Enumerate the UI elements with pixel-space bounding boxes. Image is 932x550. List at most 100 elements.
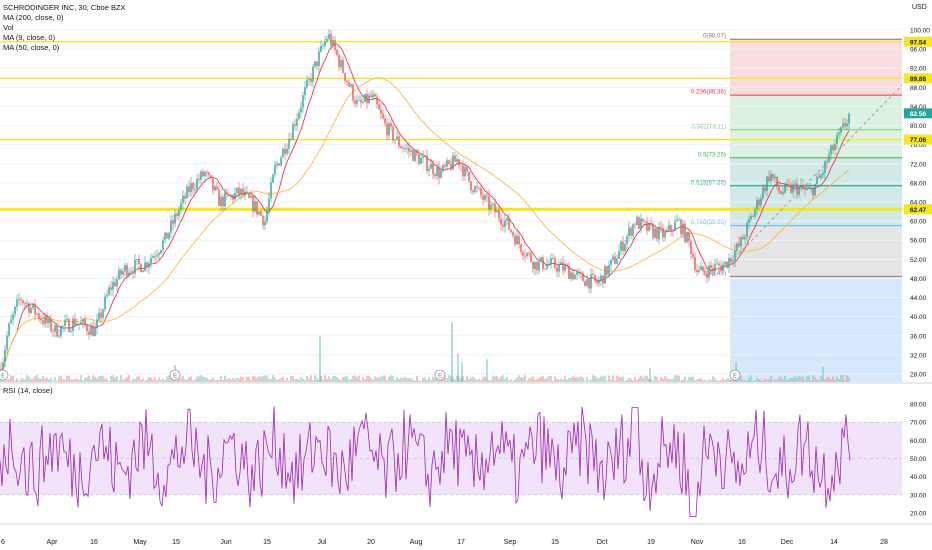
- volume-bar: [430, 380, 432, 382]
- candle-body: [132, 271, 134, 274]
- volume-bar: [452, 377, 454, 382]
- candle-body: [724, 261, 726, 265]
- candle-body: [554, 258, 556, 268]
- volume-bar: [574, 377, 576, 382]
- candle-body: [374, 94, 376, 97]
- candle-body: [434, 174, 436, 177]
- volume-bar: [774, 379, 776, 382]
- ma50-legend[interactable]: MA (50, close, 0): [3, 43, 60, 52]
- volume-bar: [56, 380, 58, 382]
- volume-bar: [666, 377, 668, 382]
- candle-body: [330, 34, 332, 46]
- candle-body: [838, 132, 840, 135]
- candle-body: [496, 210, 498, 213]
- candle-body: [620, 241, 622, 251]
- volume-bar: [692, 376, 694, 382]
- volume-bar: [332, 375, 334, 382]
- volume-bar: [30, 378, 32, 382]
- candle-body: [444, 164, 446, 167]
- candle-body: [120, 269, 122, 275]
- volume-bar: [330, 379, 332, 382]
- candle-body: [100, 312, 102, 318]
- volume-bar: [178, 378, 180, 382]
- volume-bar: [402, 377, 404, 382]
- volume-bar: [128, 375, 130, 382]
- candle-body: [380, 109, 382, 114]
- volume-bar: [112, 375, 114, 382]
- volume-bar: [834, 379, 836, 382]
- volume-bar: [780, 376, 782, 382]
- candle-body: [296, 118, 298, 126]
- ma200-legend[interactable]: MA (200, close, 0): [3, 13, 64, 22]
- candle-body: [664, 231, 666, 238]
- volume-bar: [552, 380, 554, 382]
- volume-bar: [100, 375, 102, 382]
- candle-body: [28, 303, 30, 313]
- candle-body: [668, 225, 670, 231]
- volume-bar: [292, 376, 294, 382]
- currency-label[interactable]: USD: [912, 4, 927, 11]
- level-tag-text: 62.47: [910, 207, 927, 214]
- volume-bar: [204, 377, 206, 382]
- volume-bar: [838, 378, 840, 382]
- volume-bar: [196, 376, 198, 382]
- candle-body: [842, 123, 844, 128]
- candle-body: [506, 217, 508, 221]
- volume-bar: [54, 377, 56, 382]
- candle-body: [518, 235, 520, 245]
- candle-body: [510, 229, 512, 233]
- volume-bar: [442, 378, 444, 382]
- candle-body: [362, 101, 364, 103]
- volume-bar: [194, 379, 196, 382]
- candle-body: [732, 260, 734, 262]
- rsi-tick-label: 60.00: [910, 438, 927, 445]
- volume-bar: [424, 377, 426, 382]
- candle-body: [756, 199, 758, 210]
- volume-bar: [184, 379, 186, 382]
- fibonacci-retracement[interactable]: 0(98.07) 0.236(86.36) 0.382(79.11) 0.5(73.2…: [691, 33, 902, 382]
- volume-bar: [506, 376, 508, 382]
- earnings-marker: [0, 369, 9, 381]
- volume-bar: [124, 378, 126, 382]
- candle-body: [94, 328, 96, 337]
- volume-bar: [798, 375, 800, 382]
- volume-bar: [644, 375, 646, 382]
- candle-body: [244, 191, 246, 196]
- candle-body: [626, 236, 628, 244]
- candle-body: [110, 287, 112, 290]
- symbol-title[interactable]: SCHRODINGER INC, 30, Cboe BZX: [3, 3, 126, 12]
- volume-bar: [312, 379, 314, 382]
- candle-body: [500, 218, 502, 225]
- candle-body: [450, 163, 452, 170]
- rsi-legend[interactable]: RSI (14, close): [3, 386, 53, 395]
- candle-body: [686, 232, 688, 243]
- volume-bar: [360, 380, 362, 382]
- ma9-legend[interactable]: MA (9, close, 0): [3, 33, 56, 42]
- time-axis[interactable]: 6 Apr 16 May 15 Jun 15 Jul 20 Aug 17 Sep 15 Oct 19 Nov 1…: [0, 523, 932, 546]
- volume-bar: [470, 377, 472, 382]
- horizontal-levels[interactable]: [0, 41, 902, 211]
- candle-body: [284, 148, 286, 154]
- volume-bar: [316, 378, 318, 382]
- candle-body: [642, 218, 644, 222]
- candle-body: [706, 273, 708, 278]
- candle-body: [436, 167, 438, 177]
- volume-bar: [550, 376, 552, 382]
- candle-body: [680, 219, 682, 235]
- candle-body: [398, 136, 400, 147]
- candle-body: [70, 330, 72, 332]
- price-axis[interactable]: 100.00 96.00 92.00 88.00 84.00 80.00 76.00 72.0…: [0, 0, 932, 384]
- candle-body: [480, 188, 482, 196]
- volume-legend[interactable]: Vol: [3, 23, 14, 32]
- rsi-line: [0, 406, 851, 517]
- candle-body: [682, 223, 684, 235]
- volume-bar: [324, 375, 326, 382]
- volume-bar: [472, 376, 474, 382]
- volume-bar: [32, 378, 34, 382]
- volume-bar: [44, 378, 46, 382]
- volume-bar: [594, 376, 596, 382]
- candle-body: [532, 261, 534, 270]
- trend-line[interactable]: [721, 84, 903, 272]
